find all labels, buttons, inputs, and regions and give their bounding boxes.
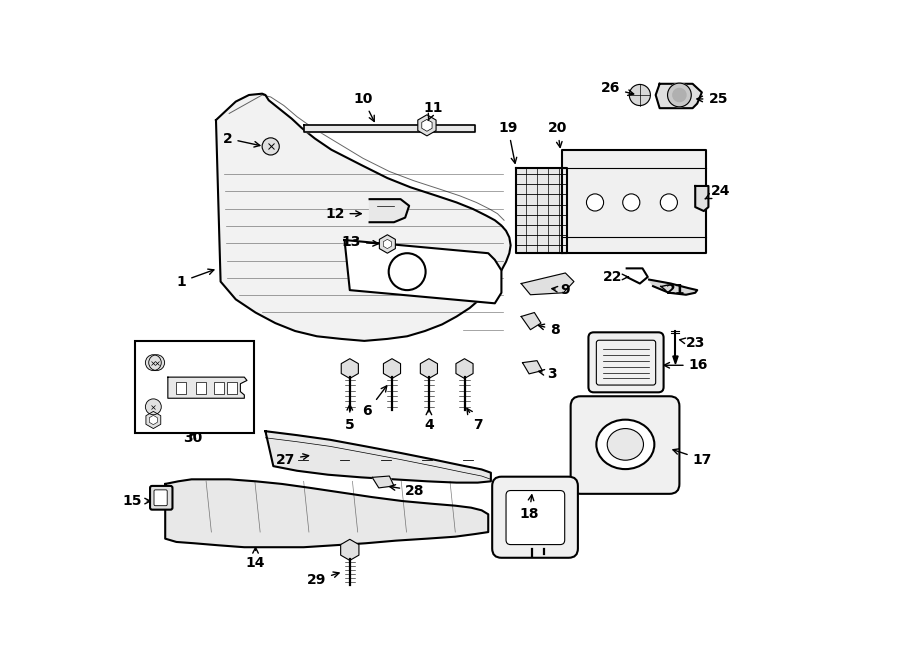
Polygon shape (521, 312, 541, 330)
Text: 24: 24 (705, 184, 730, 199)
Text: 14: 14 (246, 547, 266, 570)
Text: 20: 20 (547, 121, 567, 148)
Polygon shape (380, 235, 395, 253)
FancyBboxPatch shape (506, 491, 564, 545)
Text: 9: 9 (552, 283, 571, 297)
Polygon shape (373, 476, 394, 488)
Polygon shape (523, 361, 543, 374)
FancyBboxPatch shape (571, 397, 680, 494)
Text: 12: 12 (325, 207, 361, 220)
Polygon shape (383, 359, 400, 379)
Polygon shape (149, 415, 158, 424)
Circle shape (262, 138, 279, 155)
Polygon shape (166, 479, 488, 547)
Polygon shape (341, 540, 359, 561)
Text: 30: 30 (184, 431, 202, 445)
Text: 3: 3 (538, 367, 557, 381)
Text: 8: 8 (538, 322, 560, 337)
Bar (196, 382, 206, 394)
Text: 26: 26 (600, 81, 634, 95)
Bar (214, 382, 224, 394)
Ellipse shape (597, 420, 654, 469)
Polygon shape (456, 359, 473, 379)
Polygon shape (370, 199, 410, 222)
FancyBboxPatch shape (154, 490, 167, 506)
Bar (135, 341, 254, 433)
Text: 7: 7 (467, 408, 482, 432)
Polygon shape (656, 84, 702, 108)
Polygon shape (168, 377, 247, 399)
Circle shape (389, 253, 426, 290)
Text: 1: 1 (176, 269, 214, 289)
Circle shape (661, 194, 678, 211)
Text: 6: 6 (363, 386, 387, 418)
Text: 2: 2 (222, 132, 260, 147)
Text: 13: 13 (342, 235, 378, 249)
Polygon shape (422, 119, 432, 131)
Polygon shape (345, 240, 501, 303)
Text: 5: 5 (345, 404, 355, 432)
Circle shape (146, 399, 161, 414)
Polygon shape (266, 431, 491, 483)
FancyBboxPatch shape (492, 477, 578, 558)
Polygon shape (695, 186, 708, 211)
Polygon shape (418, 115, 436, 136)
Text: 11: 11 (424, 101, 444, 120)
Polygon shape (146, 411, 161, 428)
Text: 10: 10 (354, 92, 374, 121)
Circle shape (668, 83, 691, 107)
Text: 17: 17 (673, 449, 712, 467)
Polygon shape (420, 359, 437, 379)
Polygon shape (562, 150, 706, 253)
Circle shape (629, 85, 651, 105)
Polygon shape (673, 356, 678, 364)
Polygon shape (383, 240, 392, 249)
Polygon shape (341, 359, 358, 379)
Circle shape (673, 89, 686, 101)
Circle shape (146, 355, 161, 371)
Text: 22: 22 (603, 270, 628, 284)
Circle shape (148, 355, 165, 371)
Circle shape (587, 194, 604, 211)
FancyBboxPatch shape (150, 486, 173, 510)
Ellipse shape (608, 428, 643, 460)
Bar (176, 382, 186, 394)
Polygon shape (521, 273, 574, 295)
FancyBboxPatch shape (589, 332, 663, 393)
Text: 15: 15 (122, 494, 150, 508)
Text: 18: 18 (519, 495, 539, 521)
Text: 23: 23 (680, 336, 706, 350)
Text: 4: 4 (424, 409, 434, 432)
Text: 16: 16 (664, 358, 708, 372)
Text: 27: 27 (275, 453, 309, 467)
Polygon shape (216, 94, 510, 341)
Text: 21: 21 (661, 283, 686, 297)
Text: 19: 19 (499, 121, 517, 164)
Text: 25: 25 (697, 92, 728, 106)
Text: 28: 28 (390, 483, 425, 498)
Polygon shape (516, 167, 567, 253)
Circle shape (623, 194, 640, 211)
Text: 29: 29 (307, 572, 339, 587)
Polygon shape (649, 279, 698, 295)
Bar (227, 382, 237, 394)
